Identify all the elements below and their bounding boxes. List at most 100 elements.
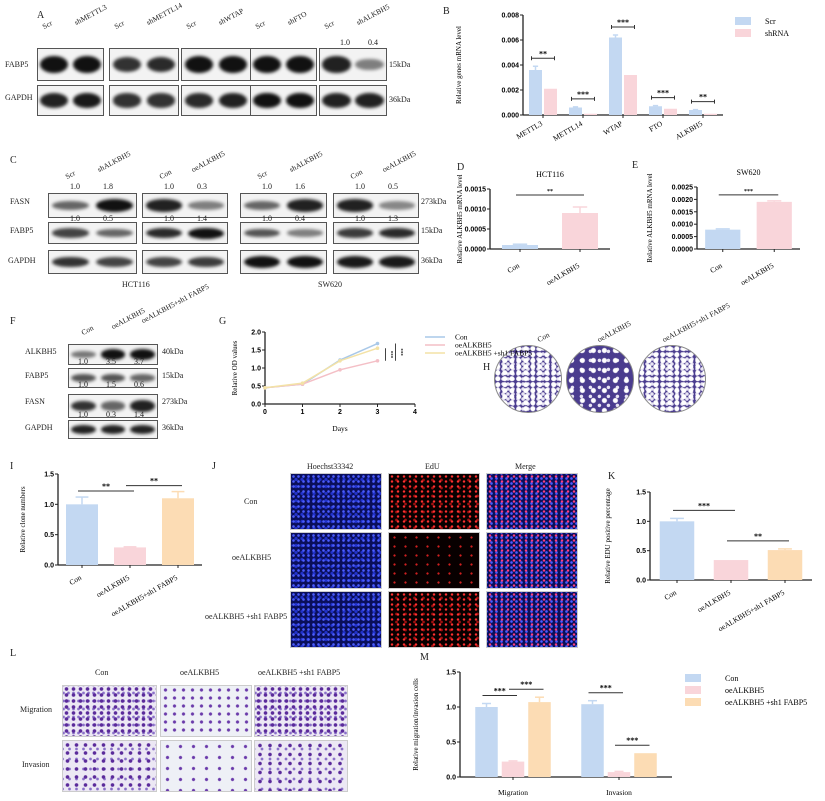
row-label: Migration [20,705,52,714]
chart-i-clone-numbers: 0.0 0.5 1.0 1.5 Relative clone numbers Con oeA… [19,472,202,618]
microscopy-image [388,591,480,648]
blot-strip [181,48,251,81]
panel-letter-f: F [10,316,16,327]
x-tick-label: Invasion [606,788,632,797]
panel-letter-i: I [10,461,14,472]
column-header: oeALKBH5 [180,668,220,677]
protein-band [129,425,155,434]
band-quantification: 1.0 [70,214,80,223]
y-axis-label: Relative clone numbers [19,486,27,552]
row-label-gapdh: GAPDH [8,256,36,265]
protein-band [146,227,182,239]
band-quantification: 1.0 [262,214,272,223]
y-tick-label: 1.0 [636,519,646,526]
band-quantification: 0.3 [106,410,116,419]
significance-label: *** [626,736,638,745]
microscopy-image [290,591,382,648]
blot-strip [142,250,228,274]
x-tick-label: 1 [301,409,305,416]
microscopy-image [486,591,578,648]
bar [659,521,695,580]
lane-label: shFTO [285,9,309,28]
y-tick-label: 0.008 [501,13,519,20]
microscopy-image [388,532,480,589]
band-quantification: 1.4 [197,214,207,223]
legend-label: oeALKBH5 [725,686,764,695]
x-tick-label: 2 [338,409,342,416]
y-tick-label: 1.0 [44,502,54,509]
panel-letter-h: H [483,362,491,373]
band-quantification: 1.4 [134,410,144,419]
data-point [338,359,342,363]
protein-band [72,55,101,74]
panel-letter-l: L [10,648,17,659]
band-quantification: 0.3 [197,182,207,191]
bar [502,245,538,249]
y-tick-label: 0.0 [251,402,261,409]
y-tick-label: 0.0000 [672,247,694,254]
legend-label: oeALKBH5 +sh1 FABP5 [455,349,532,358]
significance-label: *** [657,89,669,98]
y-tick-label: 2.0 [251,330,261,337]
legend-swatch [735,29,751,37]
y-tick-label: 0.0 [636,578,646,585]
blot-strip [250,48,317,81]
band-quantification: 1.0 [70,182,80,191]
lane-label: Scr [184,18,198,31]
legend-swatch [735,17,751,25]
band-quantification: 1.0 [78,357,88,366]
bar [584,113,597,115]
row-label-fabp5: FABP5 [10,226,34,235]
data-point [263,386,267,390]
row-label: FASN [25,397,45,406]
x-tick-label: METTL3 [515,119,545,141]
y-tick-label: 0.0010 [672,222,694,229]
x-tick-label: oeALKBH5 [95,573,131,599]
bar [528,702,551,777]
bar [529,70,542,115]
protein-band [322,92,351,109]
legend-label: Scr [765,17,776,26]
band-quantification: 1.0 [164,214,174,223]
significance-label: *** [698,501,710,510]
legend-swatch [685,674,701,682]
lane-label: Scr [255,168,269,181]
band-quantification: 1.0 [78,380,88,389]
bar [162,498,194,565]
band-quantification: 3.5 [106,357,116,366]
kda-label: 15kDa [421,226,443,235]
protein-band [100,374,126,382]
y-axis-label: Relative migration/invasion cells [412,678,420,771]
significance-label: *** [398,348,403,356]
y-tick-label: 0.004 [501,63,519,70]
blot-strip [109,85,179,116]
lane-label: Scr [253,18,267,31]
transwell-image [62,685,157,737]
band-quantification: 0.5 [103,214,113,223]
x-tick-label: oeALKBH5 [739,261,775,287]
blot-strip [68,420,158,439]
protein-band [253,55,282,74]
band-quantification: 1.0 [262,182,272,191]
chart-g-od-curve: 0.0 0.5 1.0 1.5 2.0 Relative OD values 0 1 2 3 4 Da… [231,330,532,434]
protein-band [218,92,248,109]
y-tick-label: 1.5 [636,490,646,497]
y-tick-label: 0.002 [501,88,519,95]
transwell-image [254,740,348,792]
lane-label: shALKBH5 [287,149,325,174]
protein-band [244,200,281,211]
x-tick-label: 4 [413,409,417,416]
y-axis-label: Relative EDU positive percentage [604,488,612,583]
microscopy-image [388,473,480,530]
legend-swatch [685,698,701,706]
significance-label: ** [150,477,158,486]
y-tick-label: 0.0005 [672,234,694,241]
significance-label: ** [547,189,553,195]
x-tick-label: 3 [376,409,380,416]
significance-label: ** [699,93,707,102]
y-tick-label: 1.5 [251,348,261,355]
lane-label: shMETTL14 [144,0,184,27]
kda-label: 36kDa [421,256,443,265]
protein-band [100,425,126,434]
y-tick-label: 0.0 [44,563,54,570]
